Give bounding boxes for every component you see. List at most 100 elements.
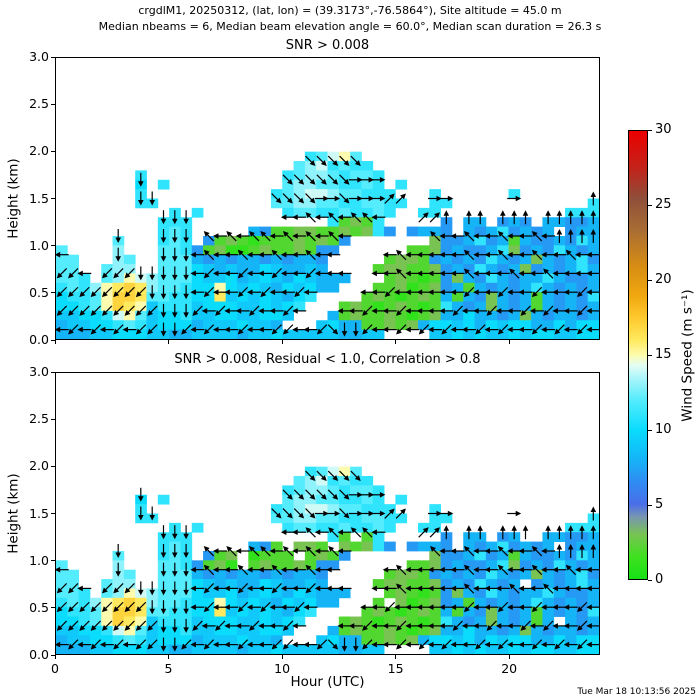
wind-arrow bbox=[135, 324, 147, 335]
heatmap-cell bbox=[248, 292, 261, 302]
heatmap-cell bbox=[270, 282, 283, 293]
x-tick-mark bbox=[168, 340, 170, 344]
heatmap-cell bbox=[123, 301, 136, 312]
creation-timestamp: Tue Mar 18 10:13:56 2025 bbox=[577, 687, 696, 697]
heatmap-cell bbox=[293, 264, 306, 274]
wind-arrow bbox=[237, 324, 249, 335]
wind-arrow bbox=[396, 639, 407, 650]
wind-arrow bbox=[237, 268, 249, 279]
wind-arrow bbox=[382, 641, 397, 648]
wind-arrow bbox=[172, 525, 178, 540]
heatmap-cell bbox=[248, 569, 261, 580]
heatmap-cell bbox=[463, 264, 475, 274]
heatmap-cell bbox=[406, 560, 419, 571]
heatmap-cell bbox=[135, 301, 147, 312]
wind-arrow bbox=[113, 639, 124, 650]
heatmap-cell bbox=[78, 310, 91, 321]
heatmap-cell bbox=[508, 550, 521, 561]
wind-arrow bbox=[567, 229, 574, 243]
wind-arrow bbox=[90, 639, 101, 650]
heatmap-cell bbox=[576, 329, 589, 339]
wind-arrow bbox=[172, 600, 178, 615]
heatmap-cell bbox=[553, 282, 566, 293]
heatmap-cell bbox=[56, 320, 68, 331]
heatmap-cell bbox=[203, 597, 215, 608]
heatmap-cell bbox=[463, 560, 475, 571]
wind-arrow bbox=[247, 289, 261, 295]
heatmap-cell bbox=[429, 579, 442, 589]
colorbar-tick-mark bbox=[648, 129, 652, 131]
heatmap-cell bbox=[497, 579, 509, 589]
heatmap-cell bbox=[372, 644, 385, 654]
heatmap-cell bbox=[406, 569, 419, 580]
wind-arrow bbox=[552, 251, 567, 258]
wind-arrow bbox=[541, 548, 556, 554]
heatmap-cell bbox=[214, 625, 227, 636]
wind-arrow bbox=[138, 581, 144, 596]
colorbar-tick-label: 30 bbox=[655, 122, 672, 137]
heatmap-cell bbox=[519, 560, 532, 571]
heatmap-cell bbox=[384, 607, 396, 617]
wind-arrow bbox=[79, 286, 90, 298]
heatmap-cell bbox=[384, 301, 396, 312]
heatmap-cell bbox=[395, 625, 408, 636]
heatmap-cell bbox=[553, 245, 566, 256]
heatmap-cell bbox=[406, 588, 419, 599]
heatmap-cell bbox=[270, 597, 283, 608]
wind-arrow bbox=[586, 251, 599, 258]
wind-arrow bbox=[428, 510, 442, 517]
heatmap-cell bbox=[418, 588, 430, 599]
heatmap-cell bbox=[485, 541, 498, 552]
heatmap-cell bbox=[327, 207, 340, 218]
heatmap-cell bbox=[418, 607, 430, 617]
wind-arrow bbox=[429, 212, 440, 223]
heatmap-cell bbox=[293, 579, 306, 589]
heatmap-cell bbox=[327, 560, 340, 571]
heatmap-cell bbox=[101, 320, 113, 331]
heatmap-cell bbox=[67, 310, 80, 321]
wind-arrow bbox=[224, 566, 239, 573]
heatmap-cell bbox=[451, 301, 464, 312]
heatmap-cell bbox=[553, 264, 566, 274]
heatmap-cell bbox=[418, 569, 430, 580]
heatmap-cell bbox=[474, 635, 487, 646]
heatmap-cell bbox=[429, 189, 442, 199]
heatmap-cell bbox=[225, 235, 238, 246]
heatmap-cell bbox=[418, 264, 430, 274]
heatmap-cell bbox=[429, 550, 442, 561]
wind-arrow bbox=[590, 525, 597, 540]
wind-arrow bbox=[450, 548, 465, 554]
heatmap-cell bbox=[225, 579, 238, 589]
wind-arrow bbox=[183, 247, 189, 262]
wind-arrow bbox=[260, 231, 271, 242]
heatmap-cell bbox=[270, 625, 283, 636]
heatmap-cell bbox=[214, 597, 227, 608]
wind-arrow bbox=[586, 270, 599, 277]
heatmap-cell bbox=[485, 625, 498, 636]
heatmap-cell bbox=[451, 569, 464, 580]
wind-arrow bbox=[499, 525, 506, 540]
heatmap-cell bbox=[248, 245, 261, 256]
heatmap-cell bbox=[56, 635, 68, 646]
wind-arrow bbox=[579, 210, 585, 225]
heatmap-cell bbox=[338, 207, 351, 218]
heatmap-cell bbox=[78, 273, 91, 284]
heatmap-cell bbox=[67, 588, 80, 599]
heatmap-cell bbox=[372, 292, 385, 302]
heatmap-cell bbox=[542, 273, 555, 284]
heatmap-cell bbox=[214, 588, 227, 599]
wind-arrow bbox=[172, 562, 178, 577]
wind-arrow bbox=[181, 639, 192, 650]
wind-arrow bbox=[113, 601, 124, 613]
heatmap-cell bbox=[112, 597, 125, 608]
y-tick-mark bbox=[51, 150, 55, 152]
wind-arrow bbox=[316, 639, 328, 650]
heatmap-cell bbox=[293, 207, 306, 218]
heatmap-cell bbox=[225, 560, 238, 571]
heatmap-cell bbox=[214, 301, 227, 312]
heatmap-cell bbox=[135, 635, 147, 646]
heatmap-cell bbox=[350, 541, 362, 552]
wind-arrow bbox=[314, 548, 329, 554]
wind-arrow bbox=[271, 583, 282, 594]
heatmap-cell bbox=[56, 329, 68, 339]
